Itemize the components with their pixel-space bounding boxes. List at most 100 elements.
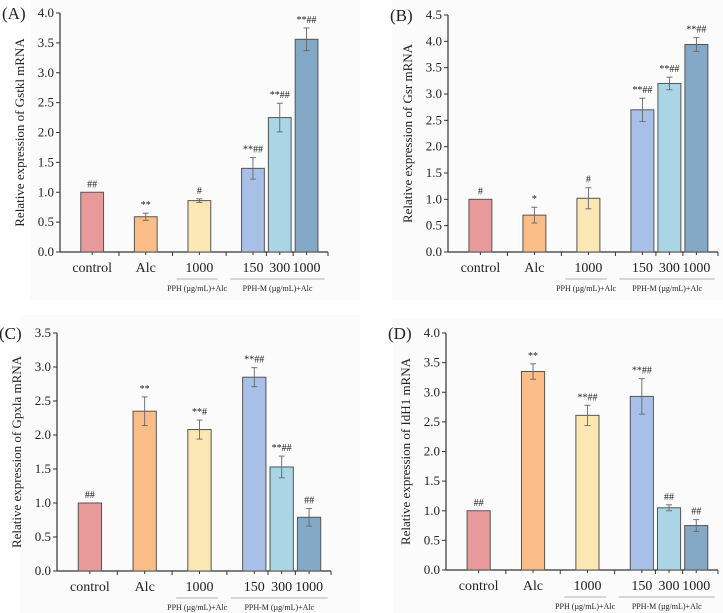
bar [267,117,292,253]
group-caption: PPH-M (µg/mL)+Alc [632,284,702,293]
bar [80,191,105,253]
bar [242,376,267,572]
x-tick-label: 300 [659,579,680,594]
x-tick-label: Alc [135,580,155,595]
significance-label: **# [192,407,207,418]
bar [520,371,546,571]
significance-label: **## [686,25,706,36]
y-tick-label: 0.5 [426,218,442,233]
y-tick-label: 1.0 [38,184,54,199]
y-tick-label: 2.5 [38,95,54,110]
y-tick-label: 2.0 [38,125,54,140]
y-tick-label: 2.0 [35,427,51,442]
panel-c: 0.0 0.5 1.0 1.5 2.0 2.5 3.0 3.5 Relative express… [0,315,360,613]
panel-b: 0.0 0.5 1.0 1.5 2.0 2.5 3.0 3.5 4.0 4.5 Relative e… [390,0,723,300]
panel-d: 0.0 0.5 1.0 1.5 2.0 2.5 3.0 3.5 4.0 Relative expr… [388,318,723,613]
bar [466,510,491,571]
y-tick-label: 1.0 [35,495,51,510]
bar [656,507,682,571]
y-axis-label: Relative expression of IdH1 mRNA [398,357,413,545]
x-tick-label: 1000 [574,261,602,276]
x-tick-label: 1000 [185,580,213,595]
significance-label: **## [272,443,292,454]
significance-label: **## [297,15,317,26]
y-tick-label: 3.0 [35,359,51,374]
bar [684,525,709,571]
y-tick-label: 0.0 [426,244,442,259]
y-tick-label: 0.0 [38,244,54,259]
y-axis-label: Relative expression of Gsr mRNA [400,43,415,223]
x-tick-label: 1000 [573,579,601,594]
significance-label: **## [632,85,652,96]
x-tick-label: control [461,261,501,276]
y-tick-label: 4.0 [426,33,442,48]
x-tick-label: 1000 [185,261,213,276]
group-caption: PPH-M (µg/mL)+Alc [632,602,702,611]
y-tick-label: 1.5 [35,461,51,476]
y-tick-label: 3.5 [426,60,442,75]
bar [629,395,654,571]
panel-label: (C) [0,324,22,343]
significance-label: ** [140,384,150,395]
significance-label: ## [691,507,701,518]
y-tick-label: 3.0 [424,384,440,399]
x-tick-label: control [72,261,112,276]
y-tick-label: 4.0 [424,325,440,340]
significance-label: **## [244,355,264,366]
group-caption: PPH (µg/mL)+Alc [555,602,615,611]
y-tick-label: 1.0 [426,191,442,206]
x-tick-label: 1000 [293,261,321,276]
bar [241,167,265,253]
bar [575,414,600,571]
significance-label: ## [474,498,484,509]
x-tick-label: 1000 [682,579,710,594]
y-tick-label: 2.5 [426,112,442,127]
bar [468,198,493,253]
significance-label: ** [528,351,538,362]
significance-label: ## [304,495,314,506]
y-tick-label: 1.5 [424,473,440,488]
x-tick-label: control [70,580,110,595]
significance-label: **## [243,145,263,156]
significance-label: # [197,186,202,197]
panel-label: (B) [390,6,413,25]
bar [133,216,158,253]
x-tick-label: 1000 [295,580,323,595]
significance-label: # [586,175,591,186]
significance-label: **## [577,392,597,403]
group-caption: PPH (µg/mL)+Alc [167,603,227,612]
y-tick-label: 0.5 [38,214,54,229]
y-tick-label: 3.5 [424,355,440,370]
significance-label: ## [87,179,97,190]
y-tick-label: 0.5 [35,529,51,544]
x-tick-label: 150 [631,579,652,594]
bar [657,82,682,253]
bar [630,109,655,253]
y-tick-label: 4.0 [38,5,54,20]
bar [294,38,319,253]
bar [77,502,103,572]
y-tick-label: 1.5 [426,165,442,180]
x-tick-label: 300 [659,261,680,276]
y-tick-label: 3.0 [426,86,442,101]
y-tick-label: 3.0 [38,65,54,80]
group-caption: PPH (µg/mL)+Alc [167,284,227,293]
x-tick-label: 150 [242,261,263,276]
y-tick-label: 2.5 [35,393,51,408]
y-axis-label: Relative expression of Gstkl mRNA [12,38,27,227]
panel-a: 0.0 0.5 1.0 1.5 2.0 2.5 3.0 3.5 4.0 Relative expr… [2,0,360,300]
significance-label: * [532,194,537,205]
group-caption: PPH-M (µg/mL)+Alc [243,284,313,293]
significance-label: ## [85,490,95,501]
y-axis-label: Relative expression of Gpxla mRNA [9,355,24,548]
panel-label: (D) [388,324,412,343]
x-tick-label: Alc [523,579,543,594]
bar [187,429,212,572]
y-tick-label: 4.5 [426,7,442,22]
bar [269,466,294,572]
y-tick-label: 0.0 [35,563,51,578]
bar [187,200,212,253]
significance-label: # [478,186,483,197]
x-tick-label: 1000 [682,261,710,276]
